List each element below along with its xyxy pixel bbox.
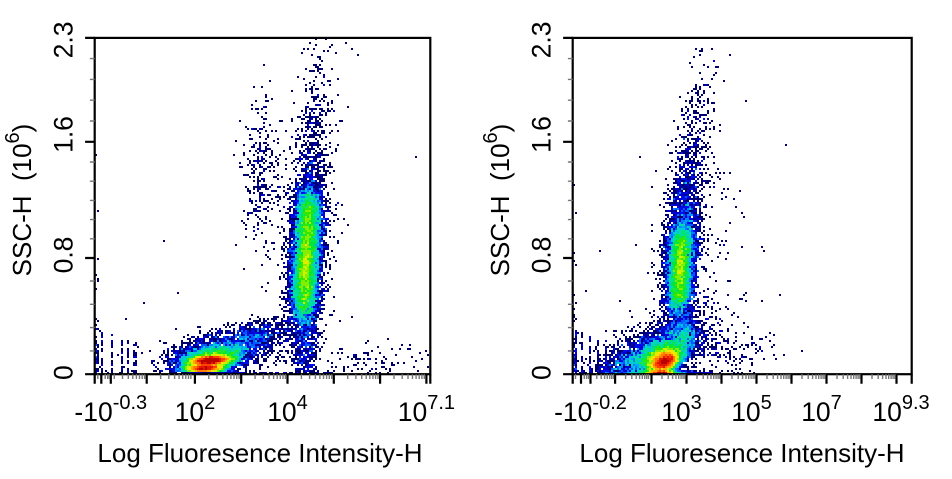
svg-text:SSC-H (106): SSC-H (106) (2, 124, 37, 277)
svg-text:0: 0 (527, 365, 557, 380)
svg-text:Log Fluoresence Intensity-H: Log Fluoresence Intensity-H (579, 438, 904, 468)
svg-text:1.6: 1.6 (49, 116, 79, 153)
svg-text:1.6: 1.6 (527, 116, 557, 153)
svg-text:0: 0 (49, 365, 79, 380)
svg-text:2.3: 2.3 (49, 21, 79, 58)
svg-text:0.8: 0.8 (527, 237, 557, 274)
svg-text:2.3: 2.3 (527, 21, 557, 58)
svg-text:0.8: 0.8 (49, 237, 79, 274)
svg-text:Log Fluoresence Intensity-H: Log Fluoresence Intensity-H (97, 438, 422, 468)
svg-text:107.1: 107.1 (398, 392, 455, 427)
svg-text:SSC-H (106): SSC-H (106) (480, 124, 515, 277)
